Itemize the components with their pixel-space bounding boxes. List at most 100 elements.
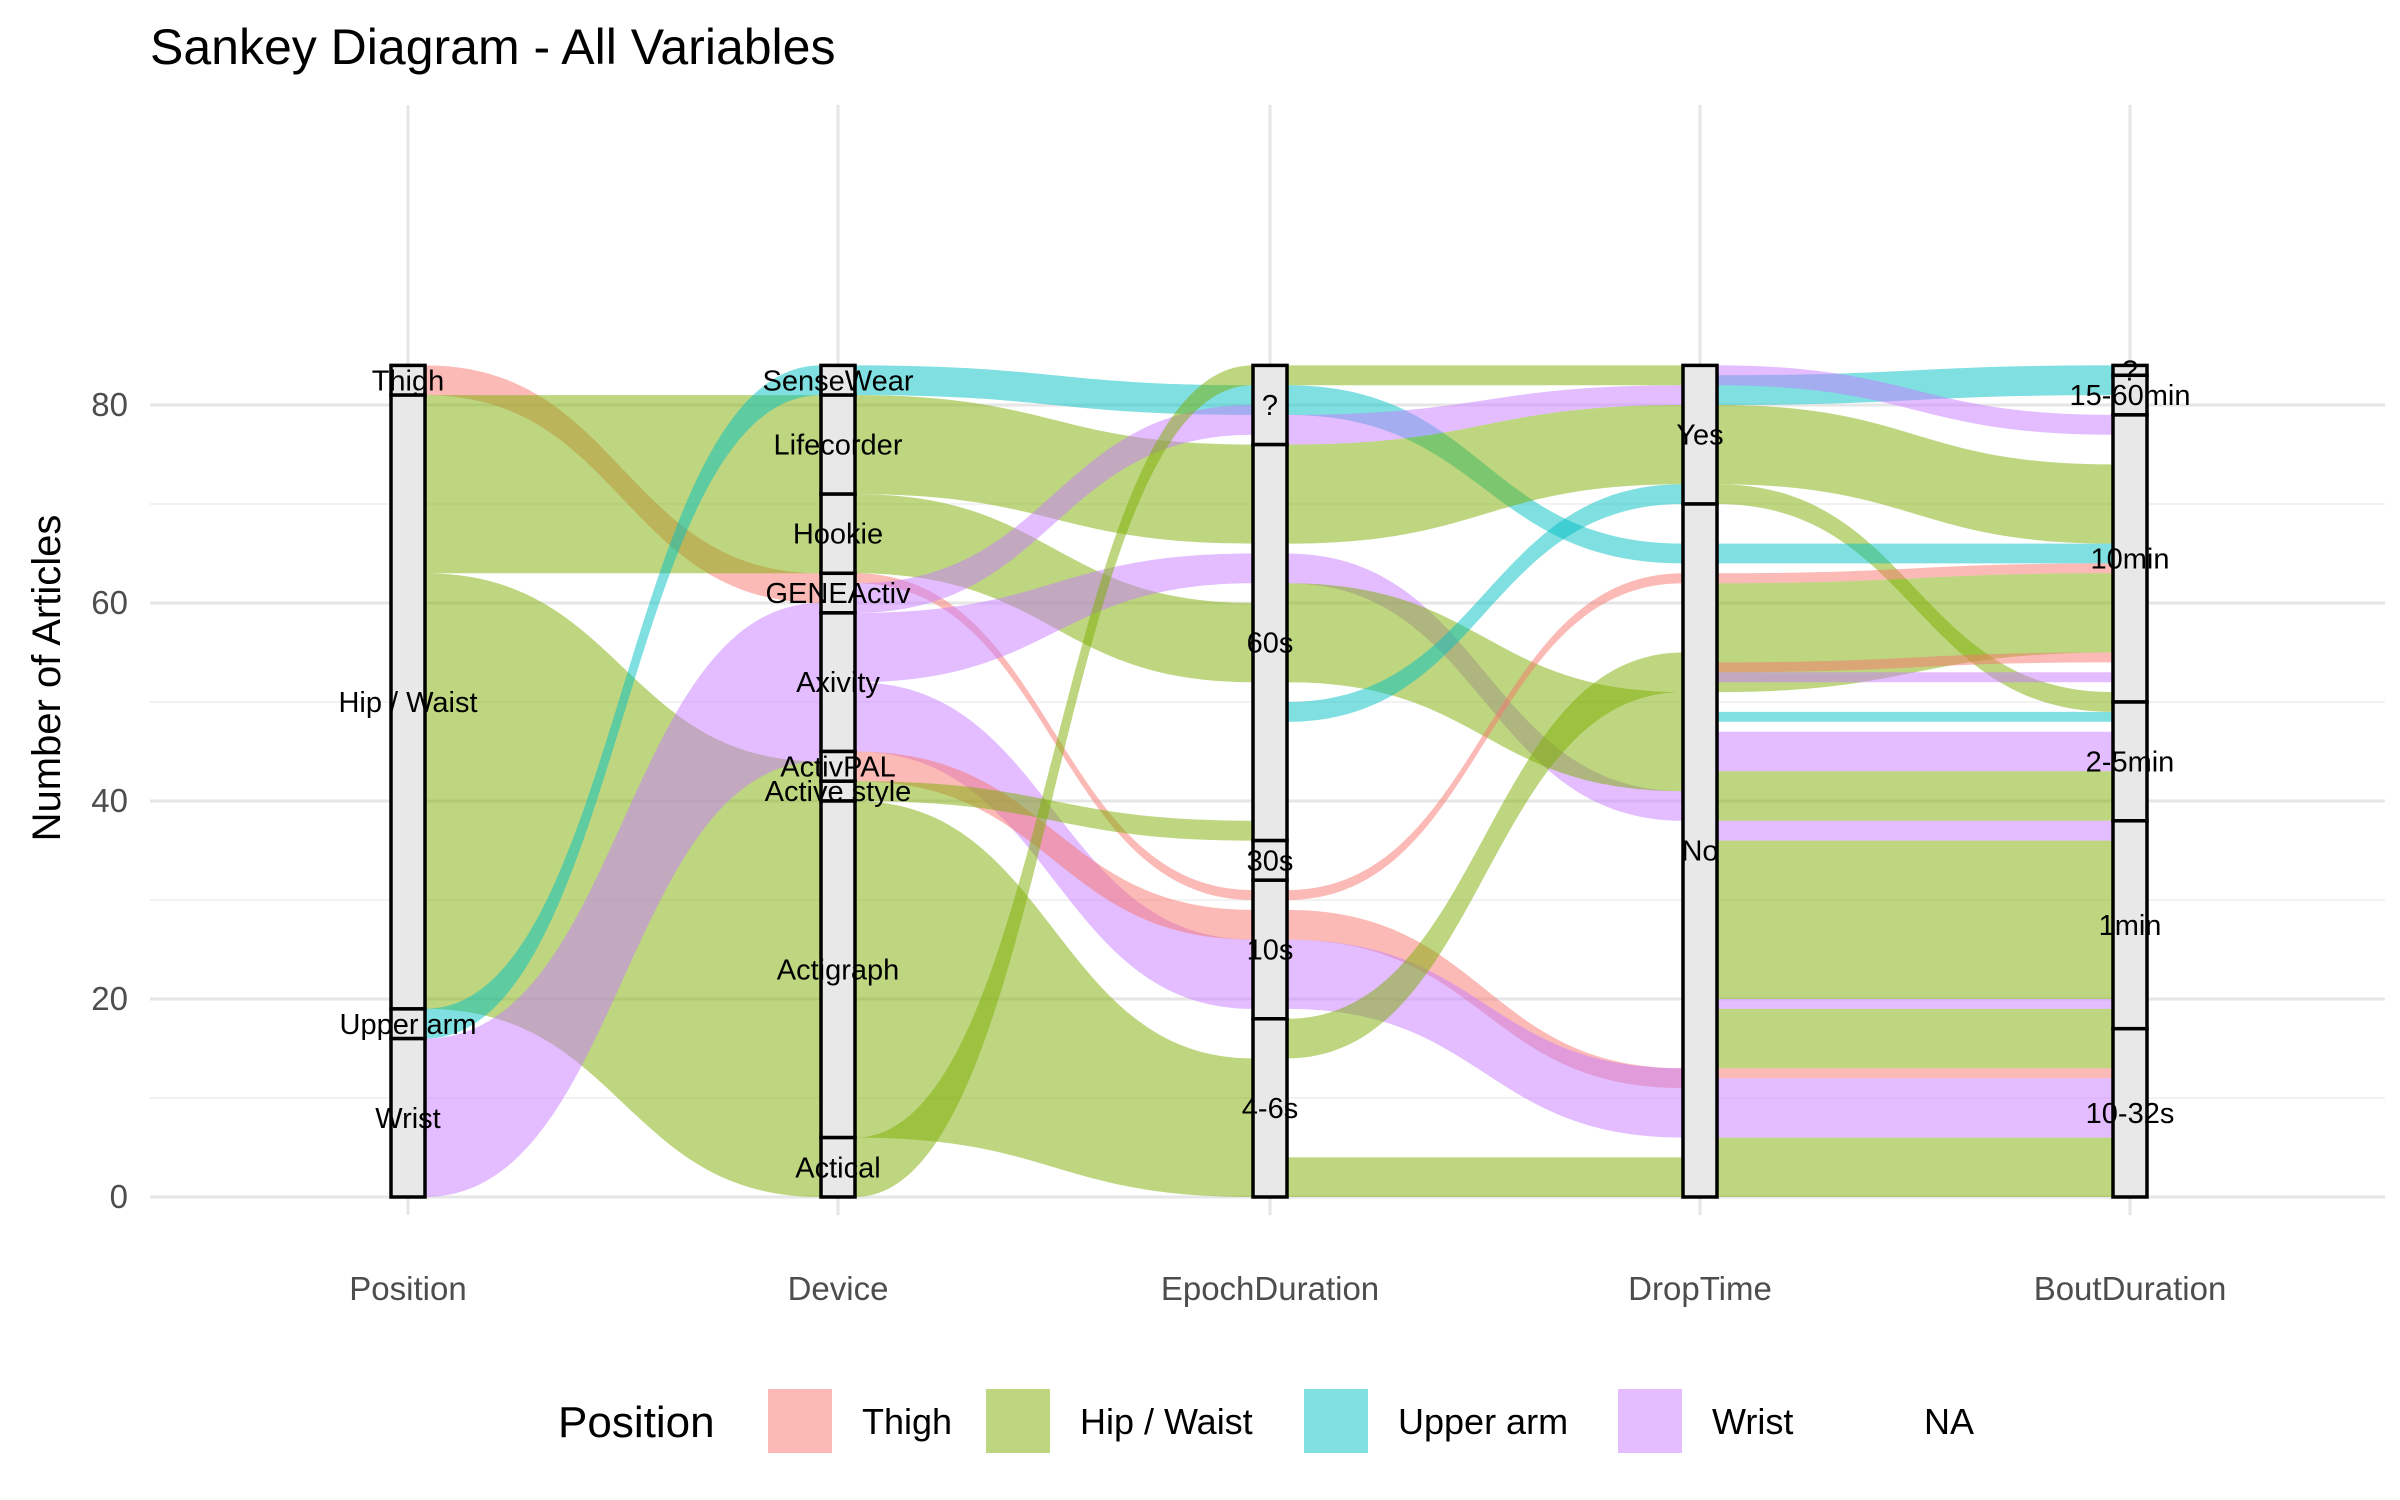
flow-wrist (1717, 999, 2113, 1009)
flows (425, 365, 2113, 1197)
legend-label: NA (1924, 1401, 1974, 1442)
stratum-label: Thigh (372, 365, 445, 397)
stratum-box (389, 393, 427, 1011)
stratum-box (819, 393, 857, 496)
stratum-label: Actigraph (777, 954, 900, 986)
stratum-label: 60s (1247, 628, 1294, 660)
legend-key (1618, 1389, 1682, 1453)
flow-wrist (855, 405, 1253, 613)
y-tick-label: 0 (110, 1178, 128, 1215)
flow-hip-waist (855, 365, 1253, 1197)
legend-title: Position (558, 1398, 715, 1447)
stratum-label: Hip / Waist (338, 687, 477, 719)
flow-hip-waist (1287, 652, 1683, 1059)
flow-wrist (855, 553, 1253, 683)
stratum-label: Actical (795, 1152, 880, 1184)
flow-upper-arm (1287, 484, 1683, 722)
stratum-box (819, 363, 857, 397)
strata (389, 363, 2149, 1199)
flow-hip-waist (425, 395, 821, 574)
x-tick-label: BoutDuration (2034, 1270, 2227, 1307)
flow-thigh (855, 751, 1253, 940)
flow-thigh (1717, 1068, 2113, 1079)
legend-label: Wrist (1712, 1401, 1793, 1442)
stratum-box (389, 1036, 427, 1199)
stratum-label: ? (2122, 355, 2138, 387)
stratum-label: 4-6s (1242, 1093, 1298, 1125)
flow-wrist (1717, 1078, 2113, 1138)
stratum-label: 10min (2091, 543, 2170, 575)
flow-hip-waist (1717, 1137, 2113, 1197)
stratum-box (819, 571, 857, 615)
flow-upper-arm (1717, 543, 2113, 564)
flow-hip-waist (1287, 405, 1683, 544)
flow-hip-waist (1717, 771, 2113, 821)
stratum-label: Lifecorder (774, 430, 903, 462)
flow-thigh (1717, 563, 2113, 584)
stratum-label: Wrist (375, 1103, 441, 1135)
stratum-label: 10s (1247, 935, 1294, 967)
flow-wrist (425, 603, 821, 1197)
y-tick-label: 60 (91, 584, 128, 621)
stratum-label: GENEActiv (765, 578, 911, 610)
legend-key (986, 1389, 1050, 1453)
stratum-box (1251, 442, 1289, 843)
flow-thigh (1717, 652, 2113, 673)
flow-hip-waist (1287, 583, 1683, 792)
stratum-labels: Thigh Hip / Waist Upper arm Wrist SenseWear L… (338, 355, 2190, 1184)
stratum-box (1681, 502, 1719, 1199)
stratum-label: 15-60min (2070, 380, 2191, 412)
stratum-box (819, 1135, 857, 1199)
x-tick-label: EpochDuration (1161, 1270, 1379, 1307)
flow-hip-waist (1287, 365, 1683, 386)
legend-key (1304, 1389, 1368, 1453)
flow-hip-waist (1717, 1008, 2113, 1069)
flow-wrist (1717, 731, 2113, 772)
flow-thigh (855, 573, 1253, 900)
stratum-label: SenseWear (763, 365, 914, 397)
flow-hip-waist (1717, 405, 2113, 544)
y-axis-title: Number of Articles (25, 515, 69, 842)
stratum-label: Active style (765, 776, 912, 808)
stratum-label: 30s (1247, 845, 1294, 877)
legend-label: Upper arm (1398, 1401, 1568, 1442)
x-tick-label: Position (349, 1270, 466, 1307)
stratum-label: Axivity (796, 667, 880, 699)
stratum-label: ? (1262, 390, 1278, 422)
flow-hip-waist (855, 395, 1253, 544)
legend-label: Thigh (862, 1401, 952, 1442)
flow-hip-waist (1287, 1157, 1683, 1197)
flow-wrist (1717, 672, 2113, 683)
stratum-box (819, 799, 857, 1140)
legend-key (768, 1389, 832, 1453)
flow-upper-arm (425, 365, 821, 1039)
chart-title: Sankey Diagram - All Variables (150, 19, 835, 75)
x-tick-label: DropTime (1628, 1270, 1772, 1307)
stratum-label: No (1681, 836, 1718, 868)
y-tick-label: 80 (91, 386, 128, 423)
stratum-label: Yes (1676, 420, 1723, 452)
y-tick-label: 40 (91, 782, 128, 819)
flow-thigh (1287, 573, 1683, 900)
flow-wrist (1287, 385, 1683, 445)
stratum-label: 1min (2099, 910, 2162, 942)
stratum-box (2111, 1026, 2149, 1199)
flow-wrist (1717, 365, 2113, 435)
stratum-box (819, 492, 857, 576)
stratum-label: 10-32s (2086, 1098, 2175, 1130)
stratum-box (2111, 373, 2149, 417)
stratum-label: Upper arm (340, 1009, 477, 1041)
stratum-box (1251, 1017, 1289, 1199)
legend-label: Hip / Waist (1080, 1401, 1253, 1442)
y-tick-label: 20 (91, 980, 128, 1017)
flow-hip-waist (855, 781, 1253, 841)
legend: Position Thigh Hip / Waist Upper arm Wrist NA (558, 1389, 1974, 1453)
stratum-box (1251, 838, 1289, 882)
stratum-box (2111, 700, 2149, 823)
flow-hip-waist (1717, 840, 2113, 999)
stratum-label: ActivPAL (780, 751, 896, 783)
axes: 0 20 40 60 80 Position Device EpochDuration Drop… (91, 386, 2226, 1307)
stratum-label: Hookie (793, 519, 883, 551)
x-tick-label: Device (788, 1270, 889, 1307)
